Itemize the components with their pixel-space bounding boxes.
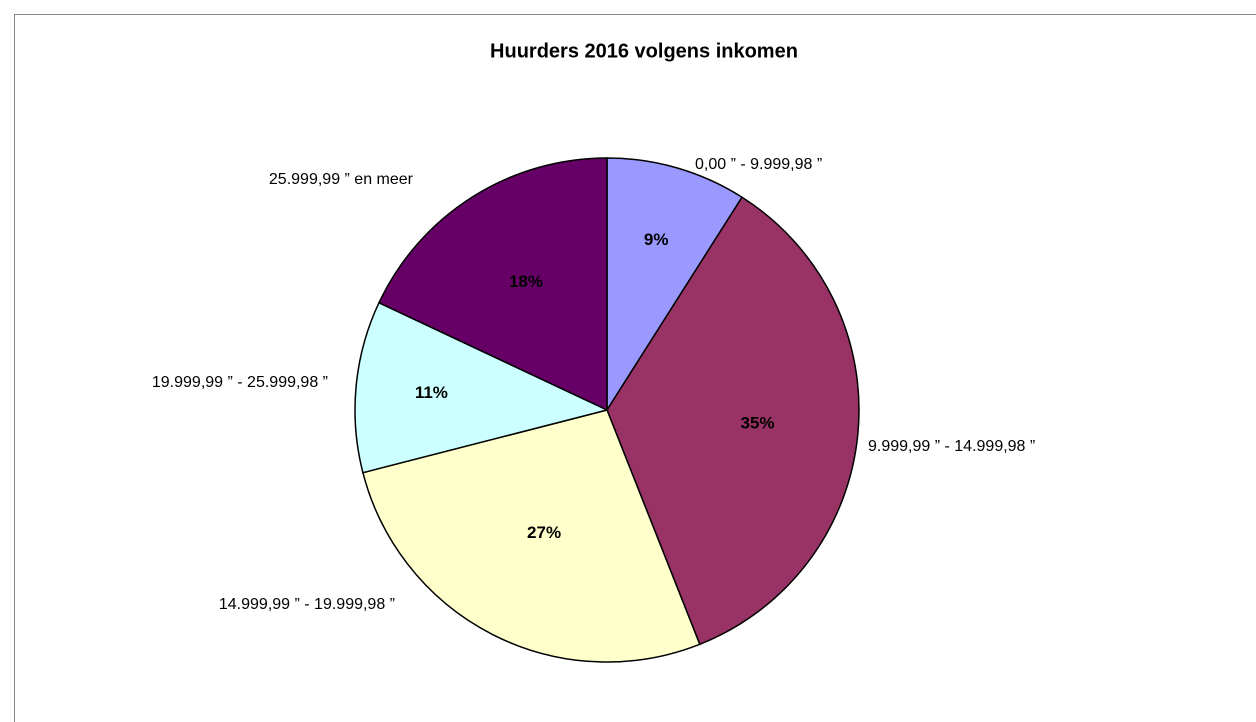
pie-slice <box>362 409 701 663</box>
category-label: 19.999,99 ” - 25.999,98 ” <box>152 374 328 391</box>
category-label: 25.999,99 ” en meer <box>269 171 414 188</box>
pie-slice <box>606 196 860 646</box>
pie-slice <box>377 157 608 412</box>
category-label: 9.999,99 ” - 14.999,98 ” <box>868 438 1035 455</box>
chart-title: Huurders 2016 volgens inkomen <box>490 40 798 62</box>
data-label: 18% <box>509 272 543 291</box>
pie-slice <box>354 301 610 474</box>
data-label: 11% <box>415 383 448 402</box>
data-label: 35% <box>741 414 775 433</box>
data-label: 27% <box>527 523 561 542</box>
category-label: 0,00 ” - 9.999,98 ” <box>695 156 822 173</box>
pie-slice <box>606 157 744 413</box>
data-label: 9% <box>644 230 669 249</box>
category-label: 14.999,99 ” - 19.999,98 ” <box>219 596 395 613</box>
